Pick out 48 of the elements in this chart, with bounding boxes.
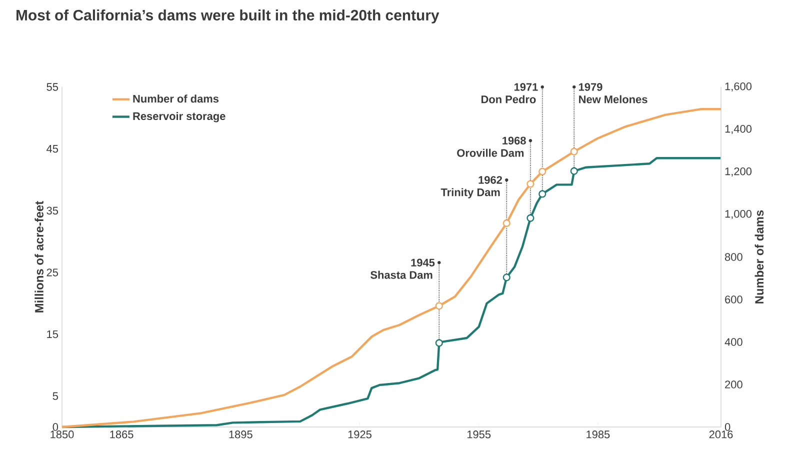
point — [538, 190, 546, 198]
point — [570, 167, 578, 175]
point — [526, 180, 534, 188]
y2-tick-label: 600 — [725, 296, 742, 304]
y2-tick-label: 1,200 — [725, 167, 752, 177]
point — [435, 302, 443, 310]
x-tick-label: 1955 — [467, 430, 491, 438]
x-tick-label: 1985 — [586, 430, 610, 438]
legend-label: Number of dams — [133, 94, 219, 103]
y-tick-label: 25 — [46, 268, 58, 276]
y-axis-title: Millions of acre-feet — [34, 201, 44, 312]
x-tick-label: 2016 — [709, 430, 733, 438]
annotation: Shasta Dam — [370, 270, 432, 279]
annotation: 1971 — [514, 83, 538, 91]
point — [570, 148, 578, 156]
y-tick-label: 55 — [46, 83, 58, 91]
y2-axis-title: Number of dams — [754, 210, 764, 304]
y-tick-label: 5 — [52, 392, 58, 400]
annotation: 1979 — [579, 83, 602, 91]
legend-label: Reservoir storage — [133, 112, 226, 122]
point — [502, 219, 510, 228]
y2-tick-label: 200 — [725, 380, 742, 388]
y-tick-label: 15 — [47, 330, 58, 338]
point — [538, 168, 546, 176]
y2-tick-label: 400 — [724, 338, 742, 346]
annotation: 1945 — [411, 258, 435, 266]
y-tick-label: 0 — [52, 423, 58, 431]
y2-tick-label: 1,000 — [725, 210, 752, 220]
annotation: 1968 — [502, 136, 526, 145]
y2-tick-label: 0 — [724, 423, 730, 431]
x-tick-label: 1895 — [229, 430, 252, 438]
point — [435, 339, 443, 347]
annotation: Trinity Dam — [440, 188, 500, 198]
point — [502, 274, 510, 282]
x-tick-label: 1850 — [50, 430, 74, 438]
x-tick-label: 1865 — [110, 430, 134, 438]
annotation: 1962 — [478, 176, 502, 184]
y-tick-label: 45 — [46, 145, 58, 153]
annotation: New Melones — [579, 95, 648, 104]
x-tick-label: 1925 — [348, 430, 372, 438]
chart-title: Most of California’s dams were built in the mid-20th century — [16, 10, 440, 24]
annotation: Oroville Dam — [457, 148, 524, 157]
y2-tick-label: 1,400 — [725, 124, 752, 134]
y2-tick-label: 1,600 — [725, 82, 752, 92]
y-tick-label: 35 — [46, 206, 58, 215]
annotation: Don Pedro — [481, 95, 536, 104]
point — [526, 214, 534, 222]
y2-tick-label: 800 — [724, 253, 742, 261]
